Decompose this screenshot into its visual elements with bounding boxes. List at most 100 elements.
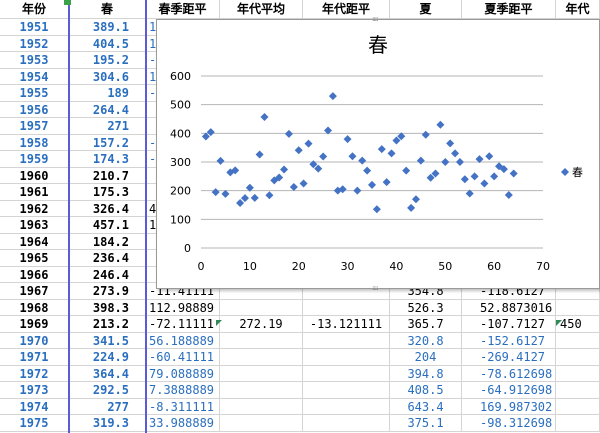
cell-spring[interactable]: 326.4 xyxy=(69,200,146,217)
cell-year[interactable]: 1966 xyxy=(0,266,69,283)
cell-year[interactable]: 1961 xyxy=(0,184,69,201)
cell-spring-anomaly[interactable]: 33.988889 xyxy=(146,415,220,432)
chart-resize-handle-top[interactable]: :::: xyxy=(372,15,379,23)
cell-spring[interactable]: 157.2 xyxy=(69,134,146,151)
chart-resize-handle-bottom[interactable]: :::: xyxy=(372,284,379,292)
cell-decade-2[interactable]: 450 xyxy=(556,316,600,333)
cell-spring-anomaly[interactable]: 112.98889 xyxy=(146,299,220,316)
cell-decade-2[interactable] xyxy=(556,398,600,415)
cell-spring[interactable]: 304.6 xyxy=(69,68,146,85)
cell-spring-anomaly[interactable]: -72.11111 xyxy=(146,316,220,333)
cell-spring[interactable]: 292.5 xyxy=(69,382,146,399)
cell-spring[interactable]: 457.1 xyxy=(69,217,146,234)
cell-year[interactable]: 1962 xyxy=(0,200,69,217)
cell-year[interactable]: 1952 xyxy=(0,35,69,52)
cell-decade-mean[interactable] xyxy=(220,349,303,366)
col-header-summer[interactable]: 夏 xyxy=(390,0,462,19)
cell-spring-anomaly[interactable]: 7.3888889 xyxy=(146,382,220,399)
cell-year[interactable]: 1965 xyxy=(0,250,69,267)
cell-decade-mean[interactable] xyxy=(220,398,303,415)
cell-decade-mean[interactable]: 272.19 xyxy=(220,316,303,333)
cell-year[interactable]: 1968 xyxy=(0,299,69,316)
cell-decade-anomaly[interactable] xyxy=(303,332,390,349)
cell-year[interactable]: 1969 xyxy=(0,316,69,333)
cell-spring[interactable]: 210.7 xyxy=(69,167,146,184)
cell-decade-2[interactable] xyxy=(556,332,600,349)
cell-spring[interactable]: 195.2 xyxy=(69,52,146,69)
col-header-spring-anomaly[interactable]: 春季距平 xyxy=(146,0,220,19)
cell-summer[interactable]: 320.8 xyxy=(390,332,462,349)
cell-decade-anomaly[interactable]: -13.121111 xyxy=(303,316,390,333)
cell-spring[interactable]: 246.4 xyxy=(69,266,146,283)
cell-year[interactable]: 1964 xyxy=(0,233,69,250)
cell-summer[interactable]: 408.5 xyxy=(390,382,462,399)
cell-year[interactable]: 1957 xyxy=(0,118,69,135)
cell-summer-anomaly[interactable]: -152.6127 xyxy=(462,332,556,349)
cell-decade-2[interactable] xyxy=(556,365,600,382)
cell-year[interactable]: 1954 xyxy=(0,68,69,85)
cell-decade-2[interactable] xyxy=(556,349,600,366)
cell-spring-anomaly[interactable]: 56.188889 xyxy=(146,332,220,349)
cell-year[interactable]: 1953 xyxy=(0,52,69,69)
cell-year[interactable]: 1973 xyxy=(0,382,69,399)
cell-summer[interactable]: 526.3 xyxy=(390,299,462,316)
cell-spring[interactable]: 213.2 xyxy=(69,316,146,333)
cell-spring[interactable]: 224.9 xyxy=(69,349,146,366)
col-header-summer-anomaly[interactable]: 夏季距平 xyxy=(462,0,556,19)
cell-year[interactable]: 1967 xyxy=(0,283,69,300)
cell-spring[interactable]: 175.3 xyxy=(69,184,146,201)
cell-spring[interactable]: 273.9 xyxy=(69,283,146,300)
cell-spring[interactable]: 341.5 xyxy=(69,332,146,349)
cell-spring[interactable]: 236.4 xyxy=(69,250,146,267)
cell-year[interactable]: 1956 xyxy=(0,101,69,118)
cell-decade-mean[interactable] xyxy=(220,415,303,432)
cell-summer[interactable]: 204 xyxy=(390,349,462,366)
cell-decade-anomaly[interactable] xyxy=(303,398,390,415)
cell-summer[interactable]: 643.4 xyxy=(390,398,462,415)
cell-summer-anomaly[interactable]: -98.312698 xyxy=(462,415,556,432)
cell-decade-mean[interactable] xyxy=(220,382,303,399)
cell-spring[interactable]: 364.4 xyxy=(69,365,146,382)
cell-decade-2[interactable] xyxy=(556,299,600,316)
cell-spring[interactable]: 319.3 xyxy=(69,415,146,432)
cell-summer-anomaly[interactable]: -107.7127 xyxy=(462,316,556,333)
cell-spring[interactable]: 174.3 xyxy=(69,151,146,168)
cell-year[interactable]: 1972 xyxy=(0,365,69,382)
cell-spring[interactable]: 184.2 xyxy=(69,233,146,250)
cell-decade-mean[interactable] xyxy=(220,299,303,316)
cell-summer-anomaly[interactable]: -78.612698 xyxy=(462,365,556,382)
cell-summer-anomaly[interactable]: 169.987302 xyxy=(462,398,556,415)
cell-decade-mean[interactable] xyxy=(220,365,303,382)
cell-summer-anomaly[interactable]: 52.8873016 xyxy=(462,299,556,316)
cell-summer[interactable]: 394.8 xyxy=(390,365,462,382)
cell-decade-mean[interactable] xyxy=(220,283,303,300)
cell-year[interactable]: 1958 xyxy=(0,134,69,151)
cell-summer[interactable]: 365.7 xyxy=(390,316,462,333)
col-header-spring[interactable]: 春 xyxy=(69,0,146,19)
cell-spring[interactable]: 189 xyxy=(69,85,146,102)
cell-spring-anomaly[interactable]: 79.088889 xyxy=(146,365,220,382)
cell-spring[interactable]: 271 xyxy=(69,118,146,135)
cell-decade-2[interactable] xyxy=(556,382,600,399)
cell-decade-anomaly[interactable] xyxy=(303,382,390,399)
col-header-decade-2[interactable]: 年代 xyxy=(556,0,600,19)
col-header-decade-mean[interactable]: 年代平均 xyxy=(220,0,303,19)
cell-decade-2[interactable] xyxy=(556,415,600,432)
cell-year[interactable]: 1970 xyxy=(0,332,69,349)
cell-summer-anomaly[interactable]: -64.912698 xyxy=(462,382,556,399)
cell-spring-anomaly[interactable]: -8.311111 xyxy=(146,398,220,415)
cell-spring[interactable]: 398.3 xyxy=(69,299,146,316)
cell-decade-anomaly[interactable] xyxy=(303,365,390,382)
cell-spring[interactable]: 389.1 xyxy=(69,19,146,36)
selection-handle-top[interactable] xyxy=(64,0,71,5)
col-header-year[interactable]: 年份 xyxy=(0,0,69,19)
cell-decade-mean[interactable] xyxy=(220,332,303,349)
cell-year[interactable]: 1951 xyxy=(0,19,69,36)
cell-decade-anomaly[interactable] xyxy=(303,415,390,432)
cell-decade-anomaly[interactable] xyxy=(303,283,390,300)
cell-year[interactable]: 1960 xyxy=(0,167,69,184)
cell-summer-anomaly[interactable]: -269.4127 xyxy=(462,349,556,366)
cell-decade-anomaly[interactable] xyxy=(303,349,390,366)
cell-year[interactable]: 1975 xyxy=(0,415,69,432)
cell-decade-anomaly[interactable] xyxy=(303,299,390,316)
